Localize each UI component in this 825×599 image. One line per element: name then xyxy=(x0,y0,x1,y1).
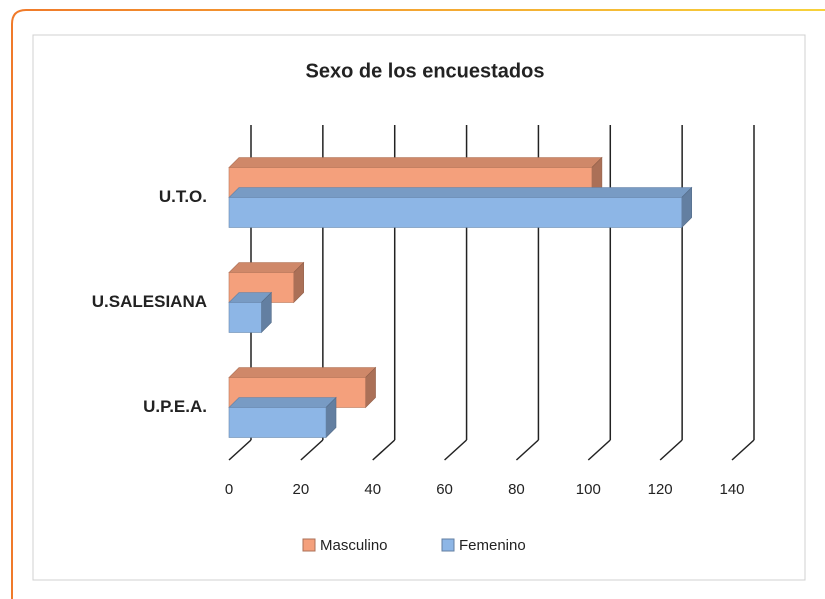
grid-floor xyxy=(300,439,324,461)
grid-floor xyxy=(515,439,539,461)
legend-label: Masculino xyxy=(320,537,388,554)
x-tick-label: 40 xyxy=(364,481,381,498)
bar-top xyxy=(228,367,377,378)
bar-front xyxy=(228,302,262,333)
bar-top xyxy=(228,397,337,408)
y-tick-label: U.SALESIANA xyxy=(92,292,207,311)
y-tick-label: U.T.O. xyxy=(159,187,207,206)
grid-floor xyxy=(731,439,755,461)
grid-floor xyxy=(372,439,396,461)
grid-floor xyxy=(587,439,611,461)
chart-area xyxy=(32,34,806,581)
grid-floor xyxy=(228,439,252,461)
x-tick-label: 100 xyxy=(576,481,601,498)
x-tick-label: 80 xyxy=(508,481,525,498)
grid-floor xyxy=(444,439,468,461)
bar-front xyxy=(228,407,327,438)
bar-top xyxy=(228,262,305,273)
legend-label: Femenino xyxy=(459,537,526,554)
grid-floor xyxy=(659,439,683,461)
chart-title: Sexo de los encuestados xyxy=(306,60,545,82)
bar xyxy=(228,396,337,439)
bar-front xyxy=(228,197,683,228)
legend-swatch xyxy=(441,538,455,552)
x-tick-label: 20 xyxy=(293,481,310,498)
frame xyxy=(11,9,825,599)
bar xyxy=(228,186,693,229)
bar xyxy=(228,291,273,334)
bar-top xyxy=(228,187,693,198)
y-tick-label: U.P.E.A. xyxy=(143,397,207,416)
x-tick-label: 0 xyxy=(225,481,233,498)
x-tick-label: 60 xyxy=(436,481,453,498)
legend-swatch xyxy=(302,538,316,552)
bar xyxy=(228,366,377,409)
x-tick-label: 140 xyxy=(719,481,744,498)
x-tick-label: 120 xyxy=(648,481,673,498)
bar-top xyxy=(228,157,603,168)
